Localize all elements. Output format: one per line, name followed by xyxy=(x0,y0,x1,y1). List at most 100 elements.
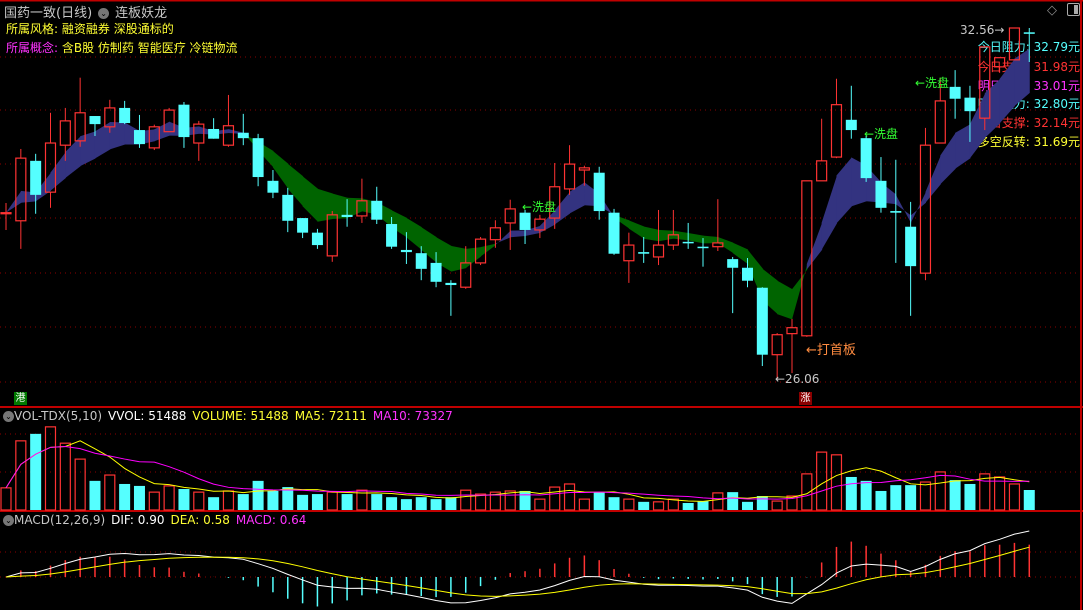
dea-line xyxy=(5,546,1030,597)
ribbon-segment xyxy=(984,79,1001,138)
volume-bar xyxy=(104,474,116,511)
volume-bar xyxy=(905,485,917,510)
level-value: 32.80元 xyxy=(1033,97,1080,111)
volume-bar xyxy=(682,503,694,510)
volume-bar xyxy=(712,492,724,511)
volume-bar xyxy=(845,476,857,510)
volume-bar xyxy=(593,492,605,510)
volume-bar xyxy=(756,496,768,510)
ribbon-segment xyxy=(717,236,734,254)
hk-connect-badge: 港 xyxy=(14,392,27,405)
volume-bar xyxy=(652,501,665,511)
style-value: 融资融券 深股通标的 xyxy=(61,22,174,36)
macd-header: ⌄ MACD(12,26,9) DIF: 0.90 DEA: 0.58 MACD: 0.… xyxy=(3,513,312,527)
candle-down xyxy=(845,119,857,131)
chevron-down-icon[interactable]: ⌄ xyxy=(98,8,110,19)
candle-up xyxy=(623,244,635,262)
volume-bar xyxy=(326,491,338,511)
volume-bar xyxy=(830,454,843,511)
candle-up xyxy=(326,214,338,257)
volume-bar xyxy=(638,501,650,510)
ribbon-segment xyxy=(510,230,526,238)
candle-down xyxy=(964,97,976,112)
ribbon-segment xyxy=(821,175,837,250)
ribbon-segment xyxy=(806,222,823,270)
volume-bar xyxy=(964,483,976,510)
volume-bar xyxy=(400,499,412,510)
ribbon-segment xyxy=(643,226,660,242)
style-row: 所属风格: 融资融券 深股通标的 xyxy=(6,20,174,37)
ribbon-segment xyxy=(272,151,289,189)
candle-down xyxy=(267,180,279,193)
wash-annotation: ←洗盘 xyxy=(915,76,950,90)
stock-title[interactable]: 国药一致(日线) xyxy=(4,6,93,21)
candle-up xyxy=(652,244,665,258)
wash-annotation: ←洗盘 xyxy=(864,127,899,141)
ribbon-segment xyxy=(6,190,22,213)
volume-bar xyxy=(430,499,442,510)
chevron-down-icon[interactable]: ⌄ xyxy=(3,411,14,422)
volume-bar xyxy=(208,497,220,510)
concept-row: 所属概念: 含B股 仿制药 智能医疗 冷链物流 xyxy=(6,39,238,56)
candle-down xyxy=(297,218,309,233)
candle-down xyxy=(371,200,383,220)
volume-bar xyxy=(534,498,546,511)
ribbon-segment xyxy=(925,155,941,203)
ribbon-segment xyxy=(628,220,645,239)
ribbon-segment xyxy=(539,210,556,233)
ribbon-segment xyxy=(347,197,363,219)
candle-up xyxy=(919,144,932,274)
volume-bar xyxy=(44,426,57,511)
candle-down xyxy=(430,262,442,282)
volume-bar xyxy=(860,480,872,510)
ribbon-segment xyxy=(154,121,170,142)
style-label: 所属风格: xyxy=(6,22,59,36)
candle-up xyxy=(0,212,12,215)
candle-down xyxy=(282,194,294,221)
candle-down xyxy=(1023,32,1035,34)
volume-bar xyxy=(178,489,190,510)
ribbon-segment xyxy=(910,191,926,224)
volume-bar xyxy=(148,491,160,511)
candle-up xyxy=(667,234,679,246)
ma5-value: MA5: 72111 xyxy=(294,409,367,423)
volume-bar xyxy=(371,494,383,510)
dea-value: DEA: 0.58 xyxy=(170,513,230,527)
diamond-icon[interactable]: ◇ xyxy=(1047,3,1057,18)
concept-value: 含B股 仿制药 智能医疗 冷链物流 xyxy=(61,41,238,55)
level-value: 31.98元 xyxy=(1033,60,1080,74)
volume-bar xyxy=(267,490,279,510)
volume-bar xyxy=(311,494,323,510)
ribbon-segment xyxy=(332,193,348,220)
candle-down xyxy=(208,128,220,139)
volume-bar xyxy=(474,493,487,511)
volume-bar xyxy=(415,497,427,510)
ribbon-segment xyxy=(703,235,719,244)
macd-indicator-name[interactable]: MACD(12,26,9) xyxy=(14,513,106,527)
volume-bar xyxy=(386,497,398,510)
indicator-name[interactable]: 连板妖龙 xyxy=(115,6,168,21)
ribbon-segment xyxy=(302,176,318,222)
candle-up xyxy=(771,334,783,356)
ribbon-segment xyxy=(391,210,407,238)
panel-toggle-icon[interactable] xyxy=(1067,3,1080,16)
limit-up-badge: 涨 xyxy=(799,392,812,405)
wash-annotation: ←洗盘 xyxy=(522,200,557,214)
volume-bar xyxy=(801,473,813,511)
ribbon-segment xyxy=(747,249,763,301)
volume-bar xyxy=(460,489,472,511)
volume-ma5-line xyxy=(5,440,1030,502)
ribbon-segment xyxy=(791,264,808,320)
volume-header: ⌄ VOL-TDX(5,10) VVOL: 51488 VOLUME: 51488 MA… xyxy=(3,409,459,423)
volume-bar xyxy=(282,487,294,510)
volume-indicator-name[interactable]: VOL-TDX(5,10) xyxy=(14,409,103,423)
candle-up xyxy=(934,100,946,144)
candle-down xyxy=(697,246,709,249)
high-price-value: 32.56 xyxy=(960,23,995,37)
chevron-down-icon[interactable]: ⌄ xyxy=(3,515,14,526)
candle-down xyxy=(756,287,768,355)
volume-bar xyxy=(949,480,961,510)
volume-bar xyxy=(890,485,902,510)
volume-bar xyxy=(341,494,353,510)
